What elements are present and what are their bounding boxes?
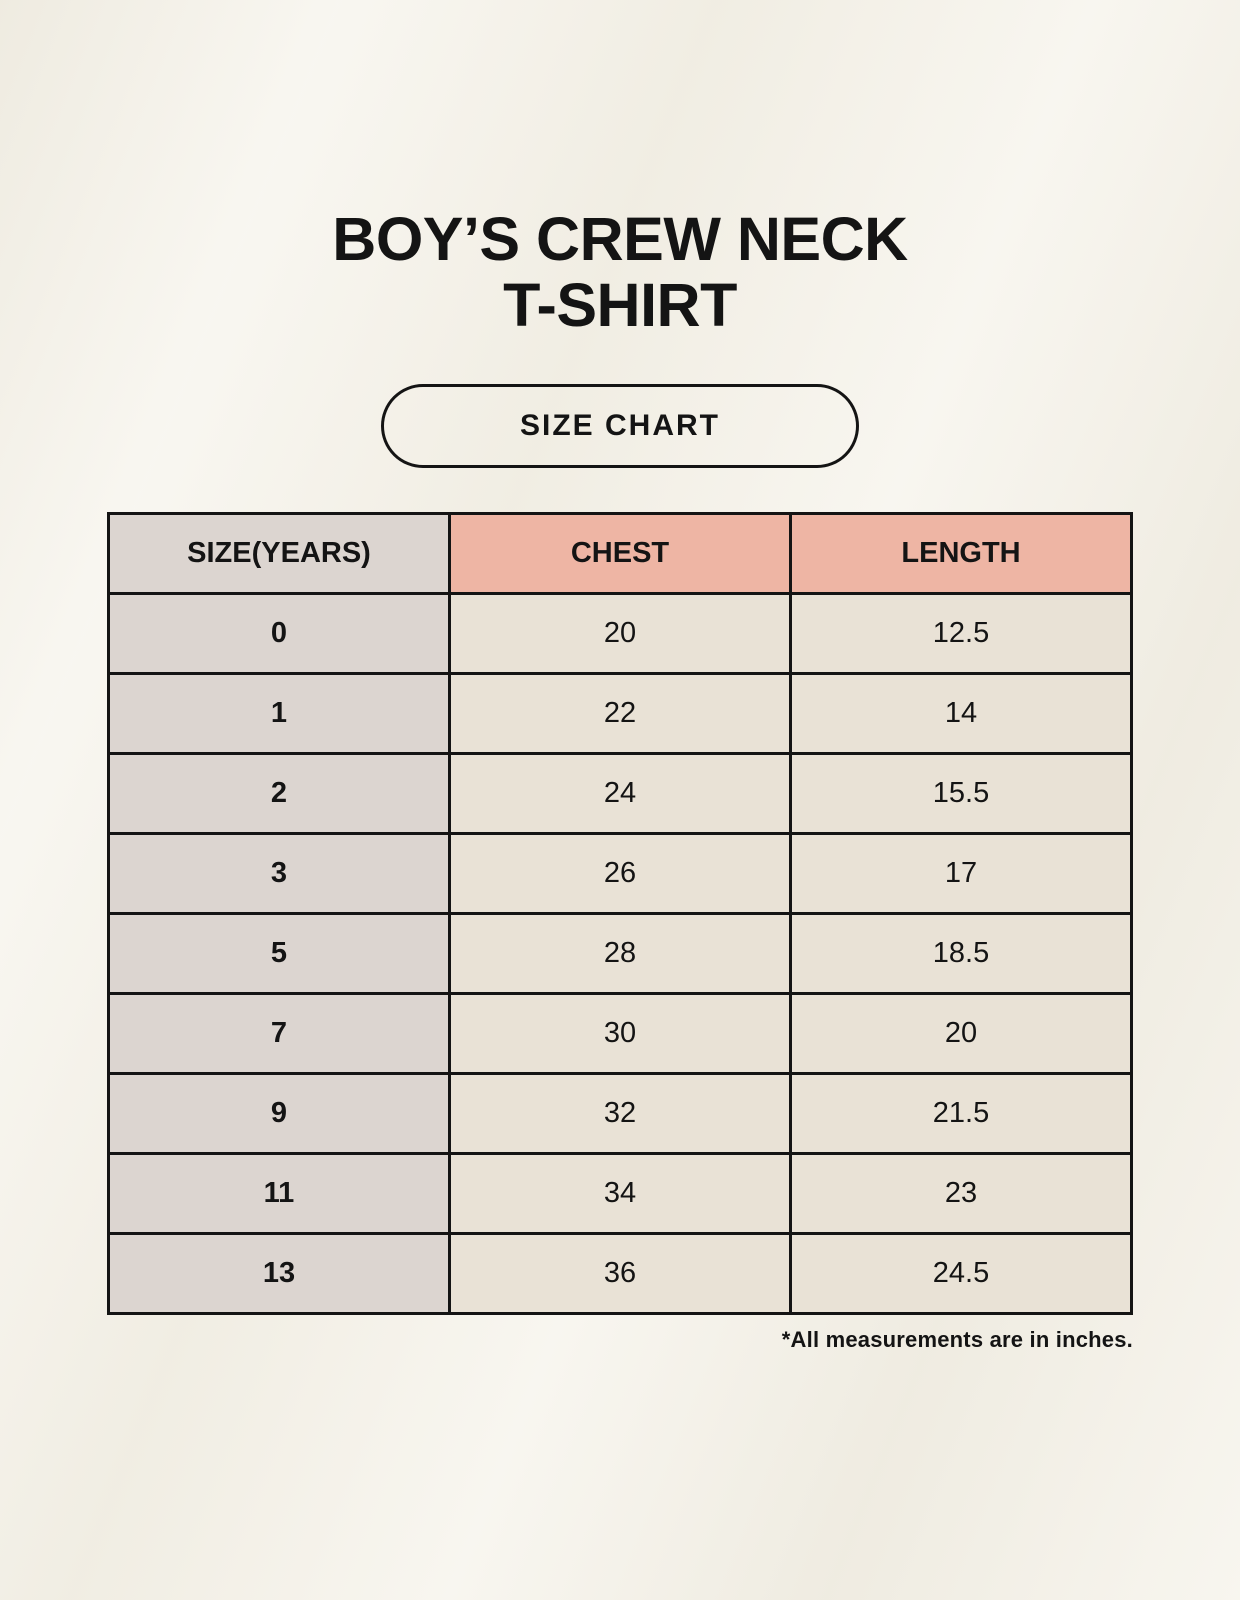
length-cell: 14 [789,672,1133,755]
chest-cell: 26 [448,832,792,915]
size-chart-badge: SIZE CHART [381,384,859,468]
table-header-row: SIZE(YEARS) CHEST LENGTH [107,512,1133,595]
table-row: 11 34 23 [107,1152,1133,1235]
chest-cell: 32 [448,1072,792,1155]
table-row: 1 22 14 [107,672,1133,755]
chest-cell: 34 [448,1152,792,1235]
chest-cell: 36 [448,1232,792,1315]
size-cell: 5 [107,912,451,995]
size-cell: 13 [107,1232,451,1315]
column-header-size-years: SIZE(YEARS) [107,512,451,595]
length-cell: 20 [789,992,1133,1075]
page-title-line1: BOY’S CREW NECK [332,205,908,273]
length-cell: 17 [789,832,1133,915]
length-cell: 15.5 [789,752,1133,835]
table-row: 0 20 12.5 [107,592,1133,675]
column-header-chest: CHEST [448,512,792,595]
size-cell: 0 [107,592,451,675]
length-cell: 12.5 [789,592,1133,675]
chest-cell: 28 [448,912,792,995]
size-cell: 1 [107,672,451,755]
page-title: BOY’S CREW NECK T-SHIRT [0,0,1240,338]
table-row: 3 26 17 [107,832,1133,915]
length-cell: 23 [789,1152,1133,1235]
size-chart-badge-label: SIZE CHART [520,409,720,442]
length-cell: 18.5 [789,912,1133,995]
size-cell: 7 [107,992,451,1075]
chest-cell: 20 [448,592,792,675]
size-cell: 11 [107,1152,451,1235]
size-cell: 3 [107,832,451,915]
column-header-length: LENGTH [789,512,1133,595]
size-cell: 9 [107,1072,451,1155]
size-cell: 2 [107,752,451,835]
table-row: 2 24 15.5 [107,752,1133,835]
page-title-line2: T-SHIRT [503,271,737,339]
length-cell: 21.5 [789,1072,1133,1155]
table-row: 13 36 24.5 [107,1232,1133,1315]
table-row: 5 28 18.5 [107,912,1133,995]
length-cell: 24.5 [789,1232,1133,1315]
chest-cell: 22 [448,672,792,755]
measurements-note: *All measurements are in inches. [781,1327,1133,1352]
size-table-container: SIZE(YEARS) CHEST LENGTH 0 20 12.5 1 22 … [107,512,1133,1353]
table-row: 7 30 20 [107,992,1133,1075]
chest-cell: 24 [448,752,792,835]
size-chart-table: SIZE(YEARS) CHEST LENGTH 0 20 12.5 1 22 … [107,512,1133,1315]
chest-cell: 30 [448,992,792,1075]
table-row: 9 32 21.5 [107,1072,1133,1155]
